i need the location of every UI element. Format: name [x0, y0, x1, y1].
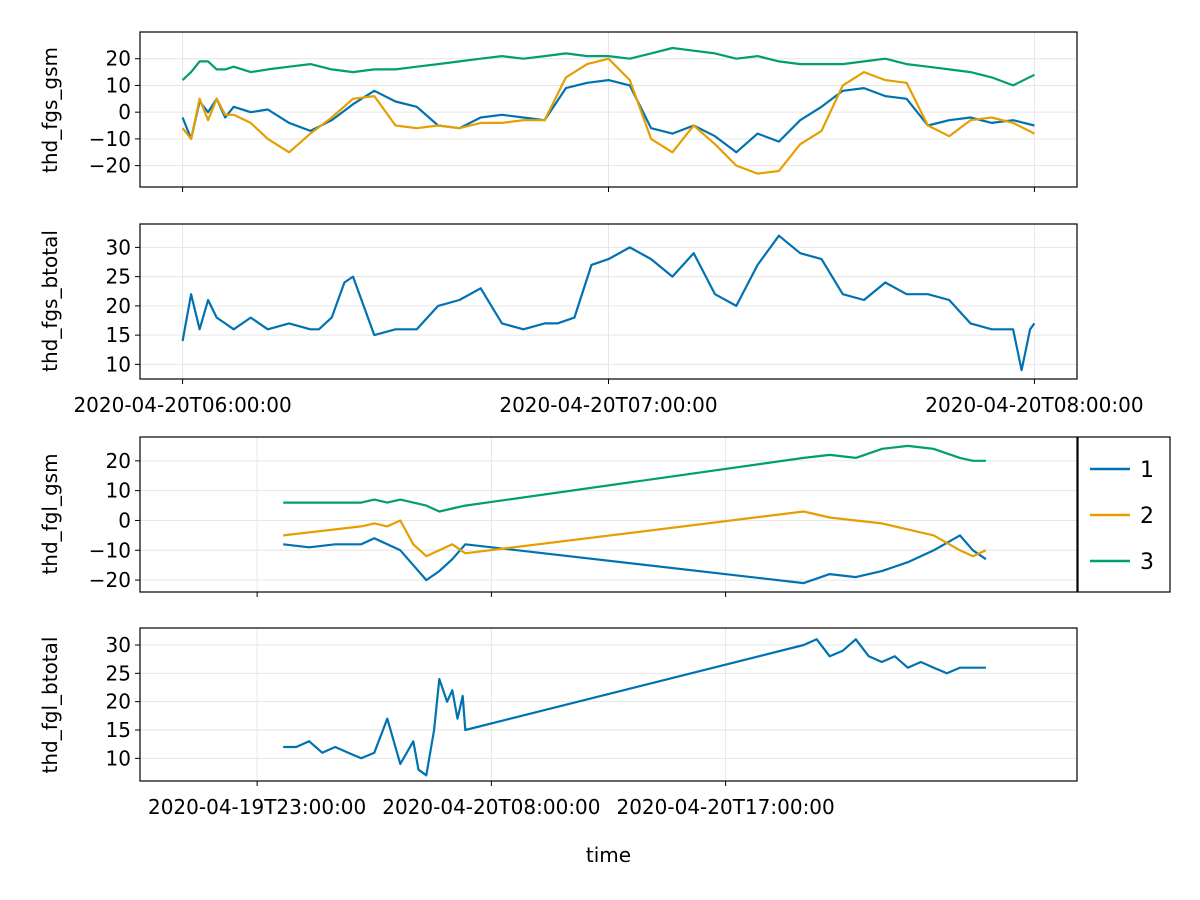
- y-tick-label: 25: [106, 265, 131, 289]
- plot-frame: [139, 436, 1078, 593]
- y-tick-label: 20: [106, 294, 131, 318]
- y-tick-label: 15: [106, 718, 131, 742]
- y-tick-label: 10: [106, 746, 131, 770]
- series-line-1: [181, 78, 1035, 154]
- legend-label-3: 3: [1140, 550, 1154, 575]
- y-tick-label: 20: [106, 47, 131, 71]
- y-tick-label: 20: [106, 690, 131, 714]
- y-tick-label: 20: [106, 449, 131, 473]
- y-tick-label: 30: [106, 235, 131, 259]
- series-line-1: [283, 534, 987, 585]
- x-tick-label: 2020-04-20T06:00:00: [73, 393, 291, 417]
- x-tick-label: 2020-04-20T07:00:00: [499, 393, 717, 417]
- y-tick-label: 10: [106, 352, 131, 376]
- y-tick-label: −20: [89, 154, 131, 178]
- y-tick-label: 25: [106, 661, 131, 685]
- y-tick-label: 10: [106, 479, 131, 503]
- x-axis-label: time: [586, 843, 631, 867]
- y-axis-label: thd_fgs_gsm: [38, 47, 62, 173]
- x-tick-label: 2020-04-19T23:00:00: [148, 795, 366, 819]
- y-tick-label: 0: [118, 508, 131, 532]
- series-line-2: [181, 57, 1035, 175]
- y-axis-label: thd_fgl_gsm: [38, 453, 62, 574]
- panel-thd-fgs-btotal: 10 15 20 25 30 2020-04-20T06:00:00 2020-04-20T…: [38, 223, 1144, 417]
- y-axis-label: thd_fgl_btotal: [38, 637, 62, 774]
- y-tick-label: 10: [106, 73, 131, 97]
- y-tick-label: 30: [106, 633, 131, 657]
- y-tick-label: 0: [118, 100, 131, 124]
- x-tick-label: 2020-04-20T08:00:00: [382, 795, 600, 819]
- series-line-1: [181, 234, 1036, 372]
- y-tick-label: −10: [89, 127, 131, 151]
- panel-thd-fgl-btotal: 10 15 20 25 30 2020-04-19T23:00:00 2020-04-20T…: [38, 627, 1078, 867]
- series-line-3: [283, 444, 986, 513]
- panel-thd-fgl-gsm: −20 −10 0 10 20 thd_fgl_gsm: [38, 436, 1078, 597]
- y-axis-label: thd_fgs_btotal: [38, 230, 62, 372]
- legend-frame: [1077, 436, 1171, 593]
- plot-frame: [139, 627, 1078, 782]
- series-line-1: [283, 638, 986, 777]
- y-tick-label: −20: [89, 568, 131, 592]
- series-line-3: [181, 46, 1035, 87]
- y-tick-label: −10: [89, 538, 131, 562]
- x-tick-label: 2020-04-20T08:00:00: [925, 393, 1143, 417]
- x-tick-label: 2020-04-20T17:00:00: [616, 795, 834, 819]
- y-tick-label: 15: [106, 323, 131, 347]
- legend-label-2: 2: [1140, 504, 1154, 529]
- series-line-2: [283, 510, 987, 558]
- legend: 1 2 3: [1077, 436, 1171, 593]
- legend-label-1: 1: [1140, 458, 1154, 483]
